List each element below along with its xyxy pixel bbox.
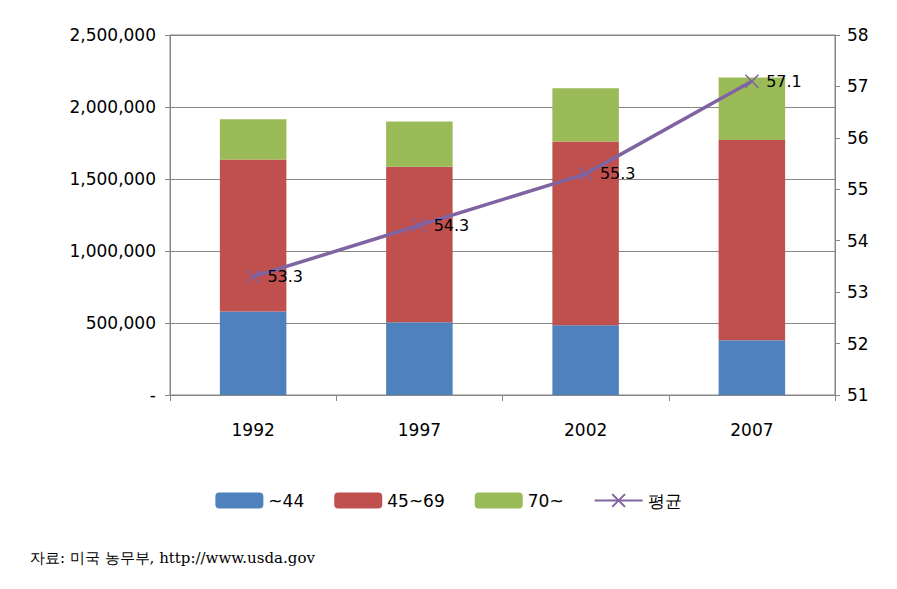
svg-text:53: 53: [847, 282, 869, 302]
svg-text:57.1: 57.1: [766, 72, 802, 91]
svg-text:45~69: 45~69: [387, 491, 445, 511]
svg-text:2,500,000: 2,500,000: [69, 25, 156, 45]
svg-text:2002: 2002: [564, 420, 607, 440]
svg-text:2,000,000: 2,000,000: [69, 97, 156, 117]
svg-text:70~: 70~: [528, 491, 564, 511]
svg-text:58: 58: [847, 25, 869, 45]
svg-text:1992: 1992: [231, 420, 274, 440]
svg-text:2007: 2007: [730, 420, 773, 440]
svg-text:1,500,000: 1,500,000: [69, 169, 156, 189]
svg-text:55: 55: [847, 179, 869, 199]
svg-text:500,000: 500,000: [86, 313, 156, 333]
svg-text:~44: ~44: [268, 491, 304, 511]
svg-text:53.3: 53.3: [267, 267, 303, 286]
svg-text:-: -: [150, 385, 156, 405]
svg-text:52: 52: [847, 334, 869, 354]
svg-text:자료: 미국 농무부, http://www.usda.go: 자료: 미국 농무부, http://www.usda.gov: [30, 549, 315, 567]
svg-text:51: 51: [847, 385, 869, 405]
svg-text:54: 54: [847, 231, 869, 251]
svg-text:54.3: 54.3: [434, 216, 470, 235]
svg-text:55.3: 55.3: [600, 164, 636, 183]
svg-text:평균: 평균: [648, 491, 682, 511]
svg-text:57: 57: [847, 76, 869, 96]
svg-text:1,000,000: 1,000,000: [69, 241, 156, 261]
svg-text:1997: 1997: [398, 420, 441, 440]
svg-text:56: 56: [847, 128, 869, 148]
